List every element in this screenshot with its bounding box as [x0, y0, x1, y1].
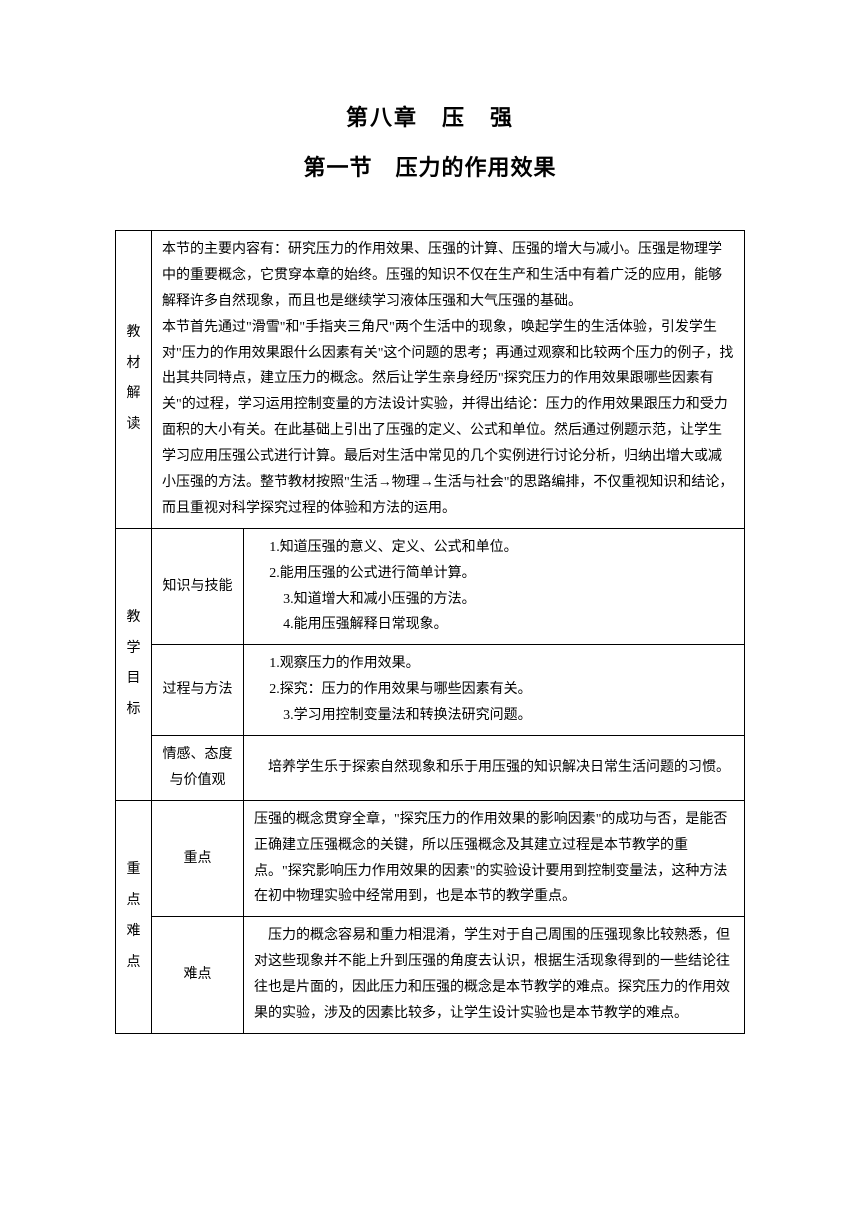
- goals-sub3-content: 培养学生乐于探索自然现象和乐于用压强的知识解决日常生活问题的习惯。: [244, 736, 745, 801]
- goals-sub1-content: 1.知道压强的意义、定义、公式和单位。2.能用压强的公式进行简单计算。 3.知道…: [244, 528, 745, 645]
- goals-label: 教学目标: [116, 528, 152, 800]
- keypoints-sub1-content: 压强的概念贯穿全章，"探究压力的作用效果的影响因素"的成功与否，是能否正确建立压…: [244, 800, 745, 917]
- keypoints-sub2-label: 难点: [152, 917, 244, 1034]
- goals-sub1-label: 知识与技能: [152, 528, 244, 645]
- keypoints-sub2-content: 压力的概念容易和重力相混淆，学生对于自己周围的压强现象比较熟悉，但对这些现象并不…: [244, 917, 745, 1034]
- table-row: 教学目标 知识与技能 1.知道压强的意义、定义、公式和单位。2.能用压强的公式进…: [116, 528, 745, 645]
- keypoints-sub1-label: 重点: [152, 800, 244, 917]
- material-label: 教材解读: [116, 231, 152, 529]
- section-title: 第一节 压力的作用效果: [115, 150, 745, 182]
- lesson-plan-table: 教材解读 本节的主要内容有：研究压力的作用效果、压强的计算、压强的增大与减小。压…: [115, 230, 745, 1034]
- keypoints-label: 重点难点: [116, 800, 152, 1033]
- table-row: 重点难点 重点 压强的概念贯穿全章，"探究压力的作用效果的影响因素"的成功与否，…: [116, 800, 745, 917]
- table-row: 教材解读 本节的主要内容有：研究压力的作用效果、压强的计算、压强的增大与减小。压…: [116, 231, 745, 529]
- goals-sub2-label: 过程与方法: [152, 645, 244, 736]
- table-row: 情感、态度与价值观 培养学生乐于探索自然现象和乐于用压强的知识解决日常生活问题的…: [116, 736, 745, 801]
- table-row: 过程与方法 1.观察压力的作用效果。2.探究：压力的作用效果与哪些因素有关。 3…: [116, 645, 745, 736]
- goals-sub2-content: 1.观察压力的作用效果。2.探究：压力的作用效果与哪些因素有关。 3.学习用控制…: [244, 645, 745, 736]
- goals-sub3-label: 情感、态度与价值观: [152, 736, 244, 801]
- material-content: 本节的主要内容有：研究压力的作用效果、压强的计算、压强的增大与减小。压强是物理学…: [152, 231, 745, 529]
- table-row: 难点 压力的概念容易和重力相混淆，学生对于自己周围的压强现象比较熟悉，但对这些现…: [116, 917, 745, 1034]
- chapter-title: 第八章 压 强: [115, 100, 745, 132]
